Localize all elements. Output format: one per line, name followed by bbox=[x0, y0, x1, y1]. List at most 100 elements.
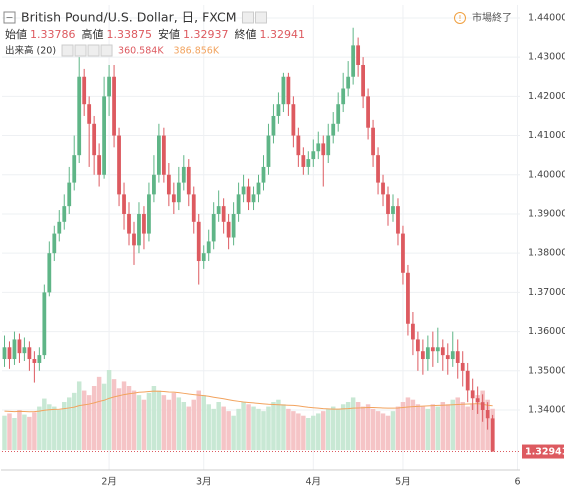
candle-body bbox=[201, 253, 206, 262]
volume-bar bbox=[306, 418, 311, 450]
volume-bar bbox=[7, 413, 12, 450]
candle-body bbox=[52, 233, 57, 254]
candle-body bbox=[336, 104, 341, 124]
volume-bar bbox=[106, 370, 112, 450]
candle-body bbox=[226, 221, 231, 238]
candle-body bbox=[396, 206, 400, 234]
candle-body bbox=[112, 76, 116, 136]
volume-bar bbox=[52, 406, 57, 450]
legend-label: 安値 bbox=[158, 27, 180, 41]
y-tick-label: 1.36000 bbox=[528, 326, 565, 337]
candle-body bbox=[450, 351, 455, 360]
volume-bar bbox=[380, 413, 386, 450]
y-tick-label: 1.34000 bbox=[528, 405, 565, 416]
candle-body bbox=[67, 182, 72, 207]
legend-button[interactable] bbox=[74, 44, 87, 57]
candle-body bbox=[97, 155, 102, 175]
last-price-label: 1.32941 bbox=[525, 447, 565, 458]
volume-bar bbox=[111, 379, 117, 450]
volume-bar bbox=[91, 386, 97, 450]
volume-bar bbox=[296, 413, 301, 450]
legend-button[interactable] bbox=[100, 44, 113, 57]
volume-bar bbox=[335, 408, 341, 450]
x-tick-label: 6 bbox=[514, 477, 520, 488]
volume-bar bbox=[355, 402, 361, 450]
volume-bar bbox=[455, 397, 460, 450]
candle-body bbox=[251, 194, 256, 203]
volume-bar bbox=[156, 390, 162, 450]
candle-body bbox=[351, 45, 356, 77]
candle-body bbox=[47, 253, 52, 293]
candle-body bbox=[291, 104, 296, 136]
volume-bar bbox=[440, 402, 446, 450]
candle-body bbox=[62, 206, 67, 222]
candle-body bbox=[231, 213, 236, 238]
volume-bar bbox=[450, 399, 456, 450]
candle-body bbox=[256, 182, 261, 195]
title-button[interactable] bbox=[254, 11, 267, 24]
volume-bar bbox=[22, 414, 27, 450]
volume-bar bbox=[231, 415, 236, 450]
volume-bar bbox=[62, 402, 67, 450]
candle-body bbox=[87, 104, 92, 124]
candle-body bbox=[386, 194, 390, 214]
volume-bar bbox=[291, 411, 296, 450]
legend-value: 1.32941 bbox=[260, 28, 306, 41]
volume-bar bbox=[420, 406, 426, 450]
volume-bar bbox=[186, 406, 192, 450]
volume-bar bbox=[316, 413, 321, 450]
candle-body bbox=[142, 213, 146, 234]
volume-bar bbox=[385, 415, 391, 450]
volume-bar bbox=[410, 399, 416, 450]
volume-bar bbox=[196, 390, 201, 450]
status-icon-mark: ! bbox=[458, 14, 461, 23]
volume-bar bbox=[47, 404, 52, 450]
legend-button[interactable] bbox=[87, 44, 100, 57]
volume-bar bbox=[116, 388, 122, 450]
volume-bar bbox=[286, 408, 291, 450]
volume-legend-label: 出来高 (20) bbox=[5, 45, 56, 57]
volume-bar bbox=[301, 415, 306, 450]
candle-body bbox=[22, 347, 27, 354]
legend-button[interactable] bbox=[61, 44, 74, 57]
candle-body bbox=[122, 194, 126, 214]
volume-bar bbox=[266, 406, 271, 450]
volume-bar bbox=[236, 408, 241, 450]
candle-body bbox=[206, 241, 211, 254]
volume-bar bbox=[27, 416, 32, 450]
volume-bar bbox=[470, 404, 475, 450]
legend: 始値 1.33786 高値 1.33875 安値 1.32937 終値 1.32941 出来高 … bbox=[5, 27, 305, 57]
candle-body bbox=[346, 76, 351, 89]
volume-bar bbox=[256, 408, 261, 450]
title-button[interactable] bbox=[241, 11, 254, 24]
volume-bar bbox=[251, 406, 256, 450]
candle-body bbox=[475, 398, 480, 403]
volume-bar bbox=[131, 390, 137, 450]
candle-body bbox=[366, 96, 370, 128]
volume-bar bbox=[206, 404, 211, 450]
candle-body bbox=[341, 88, 346, 105]
candle-body bbox=[371, 127, 375, 156]
candle-body bbox=[72, 155, 77, 183]
legend-label: 高値 bbox=[82, 27, 104, 41]
candle-body bbox=[152, 174, 156, 195]
candle-body bbox=[266, 135, 271, 167]
volume-bar bbox=[395, 406, 401, 450]
axes: 1.34000 1.35000 1.36000 1.37000 1.38000 1.390… bbox=[2, 12, 565, 488]
candle-body bbox=[186, 166, 191, 195]
volume-bar bbox=[475, 395, 480, 450]
candle-body bbox=[157, 135, 161, 175]
candle-body bbox=[42, 292, 47, 356]
volume-bar bbox=[176, 397, 182, 450]
y-tick-label: 1.41000 bbox=[528, 130, 565, 141]
candle-body bbox=[82, 76, 87, 105]
volume-bar bbox=[12, 418, 17, 450]
legend-value: 1.33786 bbox=[30, 28, 76, 41]
volume-ma-legend-value: 386.856K bbox=[174, 46, 220, 57]
candle-body bbox=[331, 123, 336, 136]
collapse-button[interactable] bbox=[3, 11, 16, 24]
candle-body bbox=[241, 186, 246, 195]
candle-body bbox=[296, 135, 301, 156]
candle-body bbox=[485, 410, 490, 419]
volume-bar bbox=[365, 404, 371, 450]
